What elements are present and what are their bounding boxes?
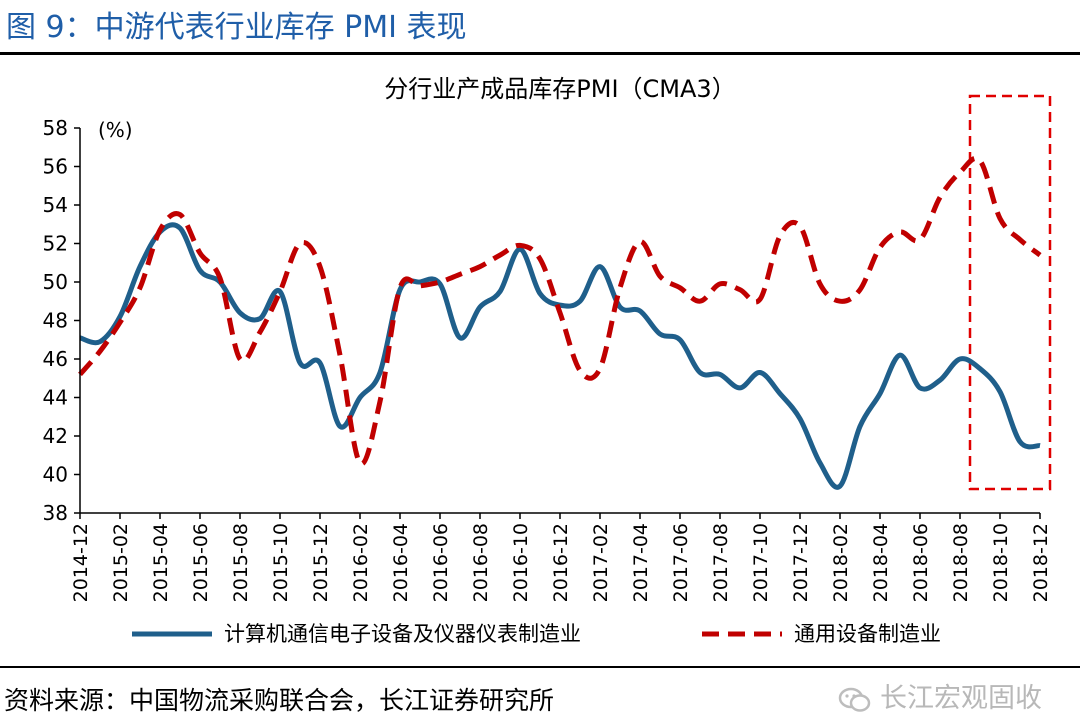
chart: 分行业产成品库存PMI（CMA3） (%) 38 40 42 44 46 48 50 52 54… xyxy=(43,75,1052,646)
y-tick-label: 50 xyxy=(43,270,68,294)
x-tick-label: 2018-10 xyxy=(990,523,1012,602)
x-tick-label: 2018-04 xyxy=(870,523,892,602)
x-tick-label: 2015-12 xyxy=(310,523,332,602)
watermark: 长江宏观固收 xyxy=(880,683,1042,714)
x-tick-label: 2015-06 xyxy=(190,523,212,602)
x-tick-label: 2016-04 xyxy=(390,523,412,602)
x-tick-label: 2017-04 xyxy=(630,523,652,602)
x-tick-label: 2018-06 xyxy=(910,523,932,602)
x-tick-label: 2015-04 xyxy=(150,523,172,602)
y-axis-unit: (%) xyxy=(98,118,133,142)
x-tick-label: 2018-02 xyxy=(830,523,852,602)
y-tick-label: 48 xyxy=(43,309,68,333)
x-tick-label: 2014-12 xyxy=(70,523,92,602)
x-tick-label: 2017-08 xyxy=(710,523,732,602)
y-tick-label: 42 xyxy=(43,424,68,448)
y-tick-label: 52 xyxy=(43,232,68,256)
top-rule xyxy=(0,52,1080,55)
highlight-box xyxy=(968,94,1052,491)
x-tick-label: 2015-08 xyxy=(230,523,252,602)
x-tick-label: 2018-08 xyxy=(950,523,972,602)
legend-label: 通用设备制造业 xyxy=(794,622,941,646)
x-tick-label: 2016-12 xyxy=(550,523,572,602)
x-tick-label: 2016-06 xyxy=(430,523,452,602)
x-tick-label: 2016-08 xyxy=(470,523,492,602)
y-tick-label: 54 xyxy=(43,193,68,217)
x-tick-label: 2017-06 xyxy=(670,523,692,602)
y-tick-label: 44 xyxy=(43,386,68,410)
wechat-icon xyxy=(838,687,871,712)
y-tick-label: 56 xyxy=(43,155,68,179)
x-tick-label: 2015-10 xyxy=(270,523,292,602)
x-tick-label: 2017-02 xyxy=(590,523,612,602)
x-tick-label: 2017-10 xyxy=(750,523,772,602)
figure-title: 图 9：中游代表行业库存 PMI 表现 xyxy=(6,10,467,45)
y-tick-label: 38 xyxy=(43,501,68,525)
x-tick-label: 2018-12 xyxy=(1030,523,1052,602)
x-tick-label: 2016-10 xyxy=(510,523,532,602)
x-tick-label: 2015-02 xyxy=(110,523,132,602)
chart-title: 分行业产成品库存PMI（CMA3） xyxy=(384,75,735,103)
legend-label: 计算机通信电子设备及仪器仪表制造业 xyxy=(224,622,581,646)
y-tick-label: 46 xyxy=(43,347,68,371)
bottom-rule xyxy=(0,666,1080,668)
x-tick-label: 2016-02 xyxy=(350,523,372,602)
x-tick-label: 2017-12 xyxy=(790,523,812,602)
series-electronics-line xyxy=(79,222,1041,490)
y-tick-label: 40 xyxy=(43,463,68,487)
source-note: 资料来源：中国物流采购联合会，长江证券研究所 xyxy=(4,686,555,715)
series-general-equipment-line xyxy=(78,155,1042,467)
y-tick-label: 58 xyxy=(43,116,68,140)
